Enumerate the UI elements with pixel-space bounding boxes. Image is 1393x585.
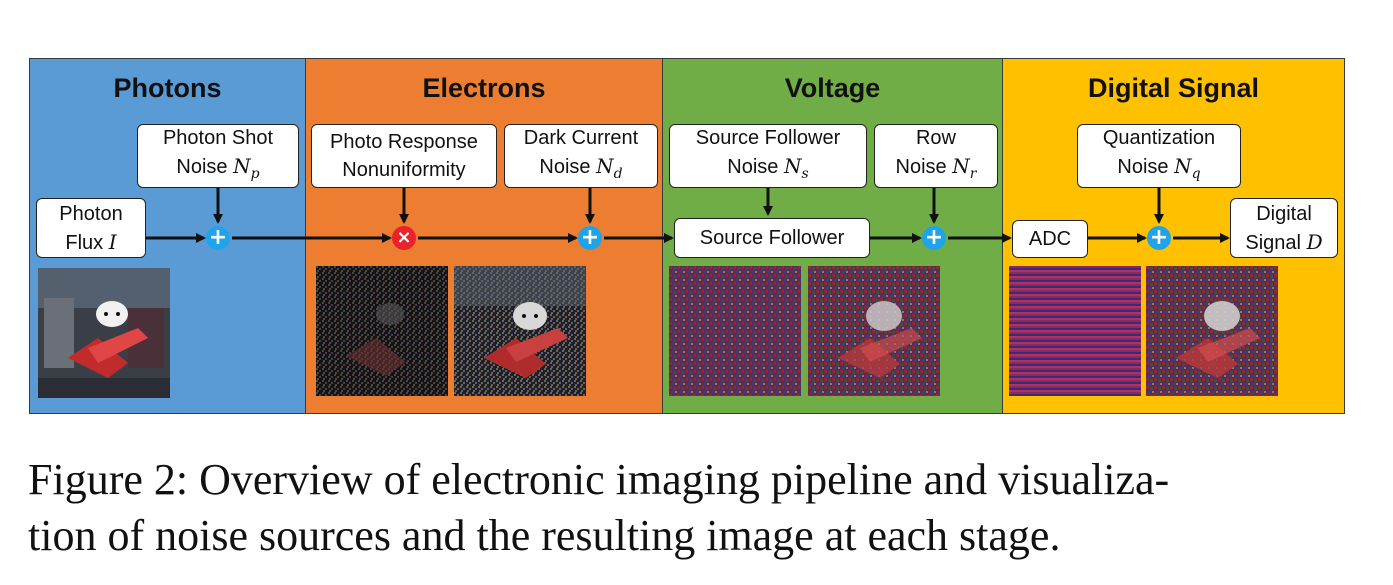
add-dark-noise-icon: +	[578, 226, 602, 250]
caption-line-1: Figure 2: Overview of electronic imaging…	[28, 455, 1170, 504]
source-follower-box: Source Follower	[674, 218, 870, 258]
sf-sub: s	[801, 166, 809, 182]
multiply-prnu-icon: ×	[392, 226, 416, 250]
digital-signal-box: Digital Signal D	[1230, 198, 1338, 258]
photon-flux-label: Photon	[59, 202, 123, 225]
photon-shot-var: N	[233, 154, 251, 178]
prnu-box: Photo Response Nonuniformity	[311, 124, 497, 188]
quant-noise-word: Noise	[1117, 156, 1169, 178]
digital-signal-word: Signal	[1245, 231, 1301, 254]
photon-shot-label: Photon Shot	[162, 127, 274, 149]
add-row-noise-icon: +	[922, 226, 946, 250]
electrons-noisy-dark-thumbnail	[316, 266, 448, 396]
source-follower-noise-box: Source Follower Noise Ns	[669, 124, 867, 188]
adc-box: ADC	[1012, 220, 1088, 258]
quantization-noise-box: Quantization Noise Nq	[1077, 124, 1241, 188]
digital-signal-label: Digital	[1256, 202, 1312, 225]
stage-title-voltage: Voltage	[784, 73, 881, 103]
dark-noise-word: Noise	[539, 156, 591, 178]
photon-shot-sub: p	[250, 166, 260, 182]
clean-photo-thumbnail	[38, 268, 170, 398]
dark-current-label: Dark Current	[523, 127, 639, 149]
photon-shot-symbol: Np	[233, 154, 259, 182]
stage-title-electrons: Electrons	[422, 73, 546, 103]
dark-noise-symbol: Nd	[596, 154, 622, 182]
row-sub: r	[969, 166, 977, 182]
voltage-noisy-image-thumbnail	[808, 266, 940, 396]
dark-current-noise-box: Dark Current Noise Nd	[504, 124, 658, 188]
quant-sub: q	[1191, 166, 1201, 182]
photon-flux-symbol: I	[108, 229, 117, 254]
digital-output-thumbnail	[1146, 266, 1278, 396]
quant-label: Quantization	[1102, 127, 1216, 149]
figure-caption: Figure 2: Overview of electronic imaging…	[28, 452, 1368, 564]
add-quant-noise-icon: +	[1147, 226, 1171, 250]
adc-label: ADC	[1028, 228, 1072, 250]
add-shot-noise-icon: +	[206, 226, 230, 250]
sf-var: N	[784, 154, 802, 178]
source-follower-label: Source Follower	[699, 227, 845, 249]
adc-row-stripes-thumbnail	[1009, 266, 1141, 396]
prnu-label-2: Nonuniformity	[342, 159, 466, 181]
row-label: Row	[915, 127, 956, 149]
sf-noise-label: Source Follower	[695, 127, 841, 149]
quant-noise-symbol: Nq	[1174, 154, 1200, 182]
photon-flux-box: Photon Flux I	[36, 198, 146, 258]
stage-title-digital: Digital Signal	[1087, 73, 1260, 103]
electrons-noisy-thumbnail	[454, 266, 586, 396]
voltage-noise-only-thumbnail	[669, 266, 801, 396]
photon-shot-noise-word: Noise	[176, 156, 228, 178]
row-var: N	[952, 154, 970, 178]
row-noise-symbol: Nr	[952, 154, 976, 182]
photon-shot-noise-box: Photon Shot Noise Np	[137, 124, 299, 188]
stage-title-photons: Photons	[113, 73, 222, 103]
quant-var: N	[1174, 154, 1192, 178]
prnu-label-1: Photo Response	[330, 131, 478, 153]
dark-sub: d	[613, 166, 623, 182]
digital-signal-symbol: D	[1306, 229, 1323, 254]
sf-noise-word: Noise	[727, 156, 779, 178]
row-noise-word: Noise	[895, 156, 947, 178]
sf-noise-symbol: Ns	[784, 154, 809, 182]
photon-flux-word: Flux	[65, 231, 104, 254]
caption-line-2: tion of noise sources and the resulting …	[28, 511, 1061, 560]
row-noise-box: Row Noise Nr	[874, 124, 998, 188]
dark-var: N	[596, 154, 614, 178]
